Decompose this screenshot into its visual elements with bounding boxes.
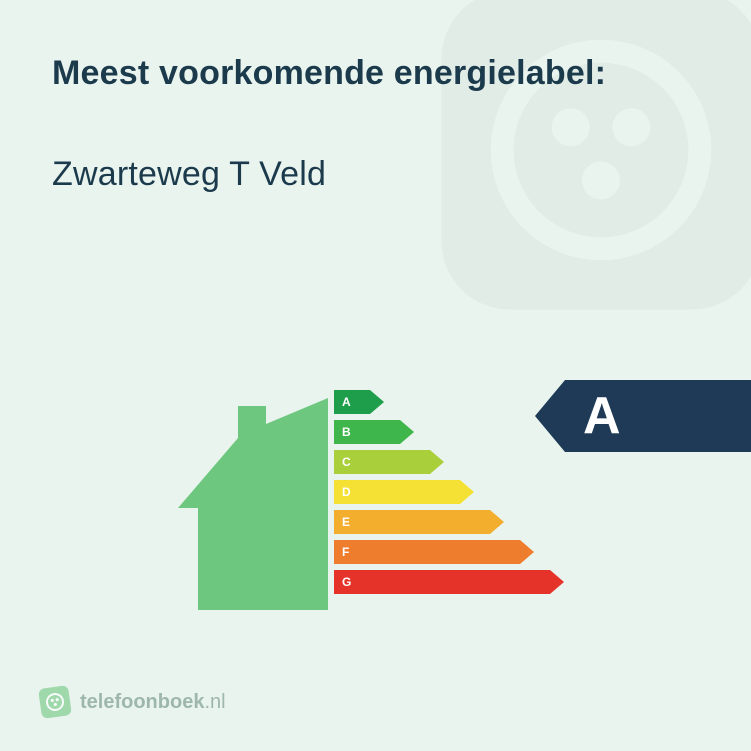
bar-arrow-icon	[520, 540, 534, 564]
label-pointer-body: A	[565, 380, 751, 452]
label-pointer-notch	[535, 380, 565, 452]
energy-bar-g: G	[334, 570, 564, 594]
brand-logo-icon	[38, 685, 72, 719]
energy-bar-d: D	[334, 480, 564, 504]
bar-letter: G	[342, 570, 351, 594]
bar-arrow-icon	[430, 450, 444, 474]
bar-letter: D	[342, 480, 351, 504]
energy-bars: ABCDEFG	[334, 390, 564, 600]
footer-brand: telefoonboek.nl	[40, 687, 226, 717]
bar-arrow-icon	[370, 390, 384, 414]
house-icon	[178, 398, 334, 615]
page-title: Meest voorkomende energielabel:	[52, 54, 699, 93]
brand-tld: .nl	[204, 691, 225, 713]
bar-body	[334, 480, 460, 504]
bar-body	[334, 570, 550, 594]
selected-label-letter: A	[583, 390, 621, 442]
bar-arrow-icon	[400, 420, 414, 444]
bar-letter: E	[342, 510, 350, 534]
bar-letter: A	[342, 390, 351, 414]
brand-text: telefoonboek.nl	[80, 691, 226, 714]
bar-arrow-icon	[460, 480, 474, 504]
energy-bar-a: A	[334, 390, 564, 414]
bar-letter: F	[342, 540, 349, 564]
bar-arrow-icon	[490, 510, 504, 534]
bar-arrow-icon	[550, 570, 564, 594]
energy-bar-b: B	[334, 420, 564, 444]
brand-name: telefoonboek	[80, 691, 204, 713]
bar-body	[334, 510, 490, 534]
energy-bar-f: F	[334, 540, 564, 564]
energy-bar-e: E	[334, 510, 564, 534]
bar-body	[334, 390, 370, 414]
bar-body	[334, 540, 520, 564]
selected-energy-label: A	[535, 380, 751, 452]
bar-letter: C	[342, 450, 351, 474]
energy-bar-c: C	[334, 450, 564, 474]
bar-letter: B	[342, 420, 351, 444]
location-name: Zwarteweg T Veld	[52, 155, 699, 194]
